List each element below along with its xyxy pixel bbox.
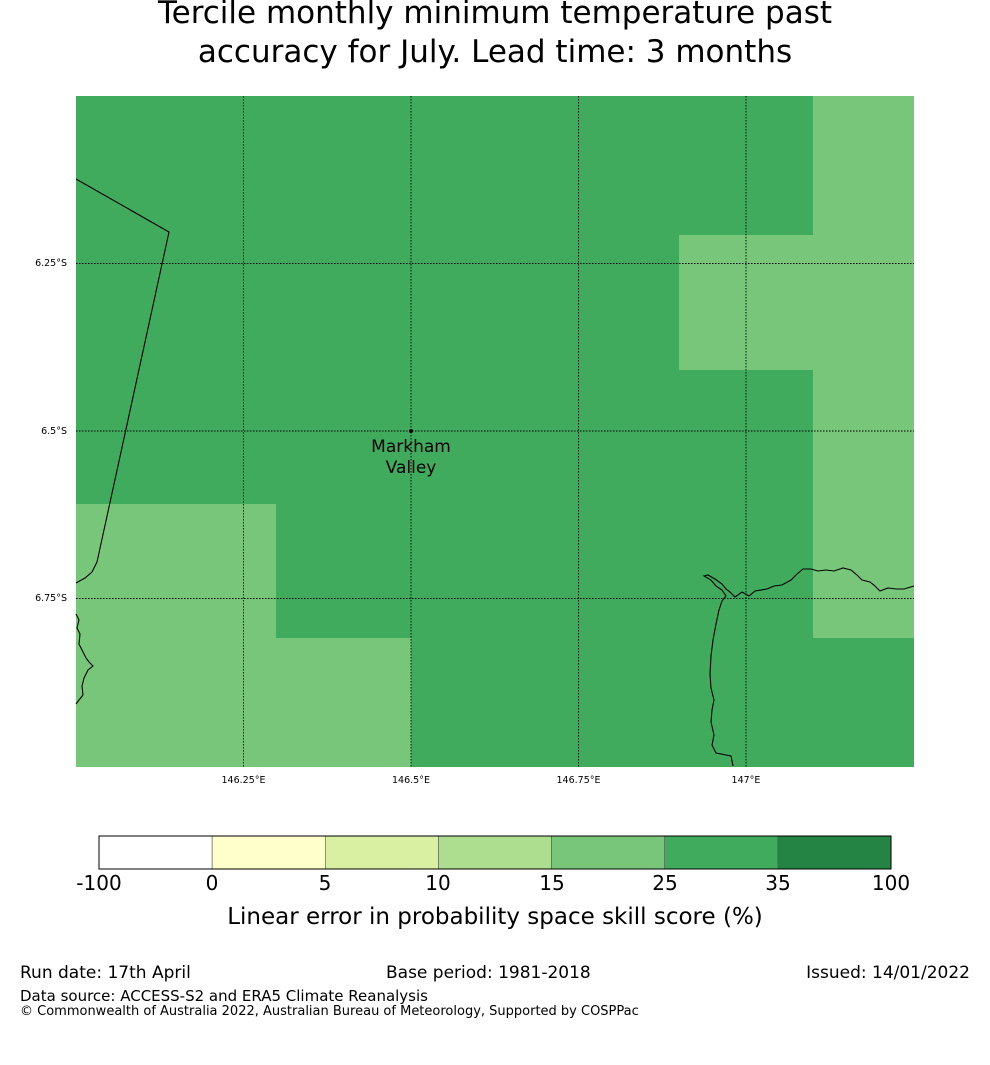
colorbar-tick-0: -100 <box>76 871 121 895</box>
graticule <box>76 96 914 767</box>
lat-label-6.75: 6.75°S <box>35 593 67 604</box>
colorbar-box <box>438 835 552 870</box>
lon-label-147: 147°E <box>732 775 761 786</box>
skill-cell <box>276 235 411 370</box>
skill-cell <box>411 504 546 638</box>
skill-cell <box>546 370 679 504</box>
place-label-line-2: Valley <box>386 458 437 478</box>
skill-cell <box>813 638 914 767</box>
colorbar-box <box>324 835 439 870</box>
skill-cell <box>679 370 813 504</box>
data-source: Data source: ACCESS-S2 and ERA5 Climate … <box>20 987 428 1005</box>
skill-cell <box>411 638 546 767</box>
skill-cell <box>546 96 679 235</box>
skill-cell <box>813 235 914 370</box>
colorbar-box <box>777 835 892 870</box>
coastline <box>75 178 915 767</box>
chart-title: Tercile monthly minimum temperature past… <box>0 0 990 72</box>
colorbar-frame <box>98 835 892 870</box>
skill-cell <box>813 96 914 235</box>
skill-cell <box>546 504 679 638</box>
base-period: Base period: 1981-2018 <box>386 963 591 983</box>
river-estuary <box>702 567 915 767</box>
copyright: © Commonwealth of Australia 2022, Austra… <box>20 1004 639 1019</box>
place-label-line-1: Markham <box>371 437 451 457</box>
skill-cell <box>276 96 411 235</box>
skill-map: Markham Valley 6.25°S 6.5°S 6.75°S 146.2… <box>35 96 915 786</box>
issued-date: Issued: 14/01/2022 <box>806 963 970 983</box>
lon-label-146.75: 146.75°E <box>557 775 601 786</box>
skill-cell <box>411 235 546 370</box>
colorbar-tick-4: 15 <box>539 871 564 895</box>
skill-cell <box>76 504 276 638</box>
lat-label-6.25: 6.25°S <box>35 258 67 269</box>
skill-cell <box>546 638 679 767</box>
colorbar-tick-6: 35 <box>765 871 790 895</box>
skill-cell <box>411 96 546 235</box>
coast-west <box>75 613 94 705</box>
colorbar-box <box>211 835 326 870</box>
colorbar-box <box>664 835 779 870</box>
skill-cell <box>76 235 276 370</box>
skill-cell <box>813 370 914 504</box>
lon-label-146.5: 146.5°E <box>392 775 430 786</box>
skill-cell <box>546 235 679 370</box>
border-line <box>75 178 170 584</box>
skill-grid-cells <box>76 96 914 767</box>
colorbar-tick-3: 10 <box>425 871 450 895</box>
title-line-2: accuracy for July. Lead time: 3 months <box>197 34 793 70</box>
skill-cell <box>276 504 411 638</box>
skill-cell <box>76 96 276 235</box>
lat-label-6.5: 6.5°S <box>41 426 67 437</box>
skill-cell <box>76 370 276 504</box>
skill-cell <box>411 370 546 504</box>
colorbar-box <box>98 835 213 870</box>
lon-label-146.25: 146.25°E <box>222 775 266 786</box>
colorbar-label: Linear error in probability space skill … <box>227 904 763 930</box>
skill-cell <box>679 235 813 370</box>
colorbar-box <box>551 835 666 870</box>
skill-cell <box>276 638 411 767</box>
colorbar-tick-2: 5 <box>319 871 332 895</box>
title-line-1: Tercile monthly minimum temperature past <box>157 0 833 31</box>
colorbar-boxes <box>98 835 892 870</box>
colorbar-tick-7: 100 <box>872 871 910 895</box>
skill-cell <box>76 638 276 767</box>
place-marker <box>409 429 413 433</box>
run-date: Run date: 17th April <box>20 963 191 983</box>
colorbar: -100 0 5 10 15 25 35 100 Linear error in… <box>76 835 910 930</box>
colorbar-tick-5: 25 <box>652 871 677 895</box>
skill-cell <box>276 370 411 504</box>
colorbar-tick-1: 0 <box>206 871 219 895</box>
